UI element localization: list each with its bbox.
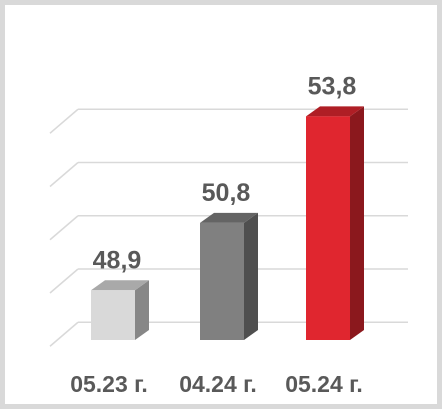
- bar-side-3: [350, 106, 364, 340]
- gridline-slant-3: [49, 161, 79, 188]
- bar-top-3: [306, 106, 364, 117]
- x-tick-label-3: 05.24 г.: [285, 371, 363, 397]
- bar-3: [306, 116, 350, 340]
- gridline-slant-4: [49, 108, 79, 134]
- data-label-2: 50,8: [202, 179, 251, 207]
- bar-1: [91, 290, 135, 340]
- x-tick-label-2: 04.24 г.: [179, 371, 257, 397]
- bar-side-1: [135, 280, 149, 340]
- bar-top-2: [200, 212, 258, 223]
- bar-side-2: [244, 212, 258, 340]
- gridline-slant-1: [49, 268, 79, 294]
- gridline-slant-0: [49, 321, 79, 347]
- bar-2: [200, 222, 244, 340]
- gridline-slant-2: [49, 215, 79, 241]
- data-label-1: 48,9: [93, 246, 142, 274]
- bar-top-1: [91, 280, 149, 291]
- data-label-3: 53,8: [308, 72, 357, 100]
- x-tick-label-1: 05.23 г.: [70, 371, 148, 397]
